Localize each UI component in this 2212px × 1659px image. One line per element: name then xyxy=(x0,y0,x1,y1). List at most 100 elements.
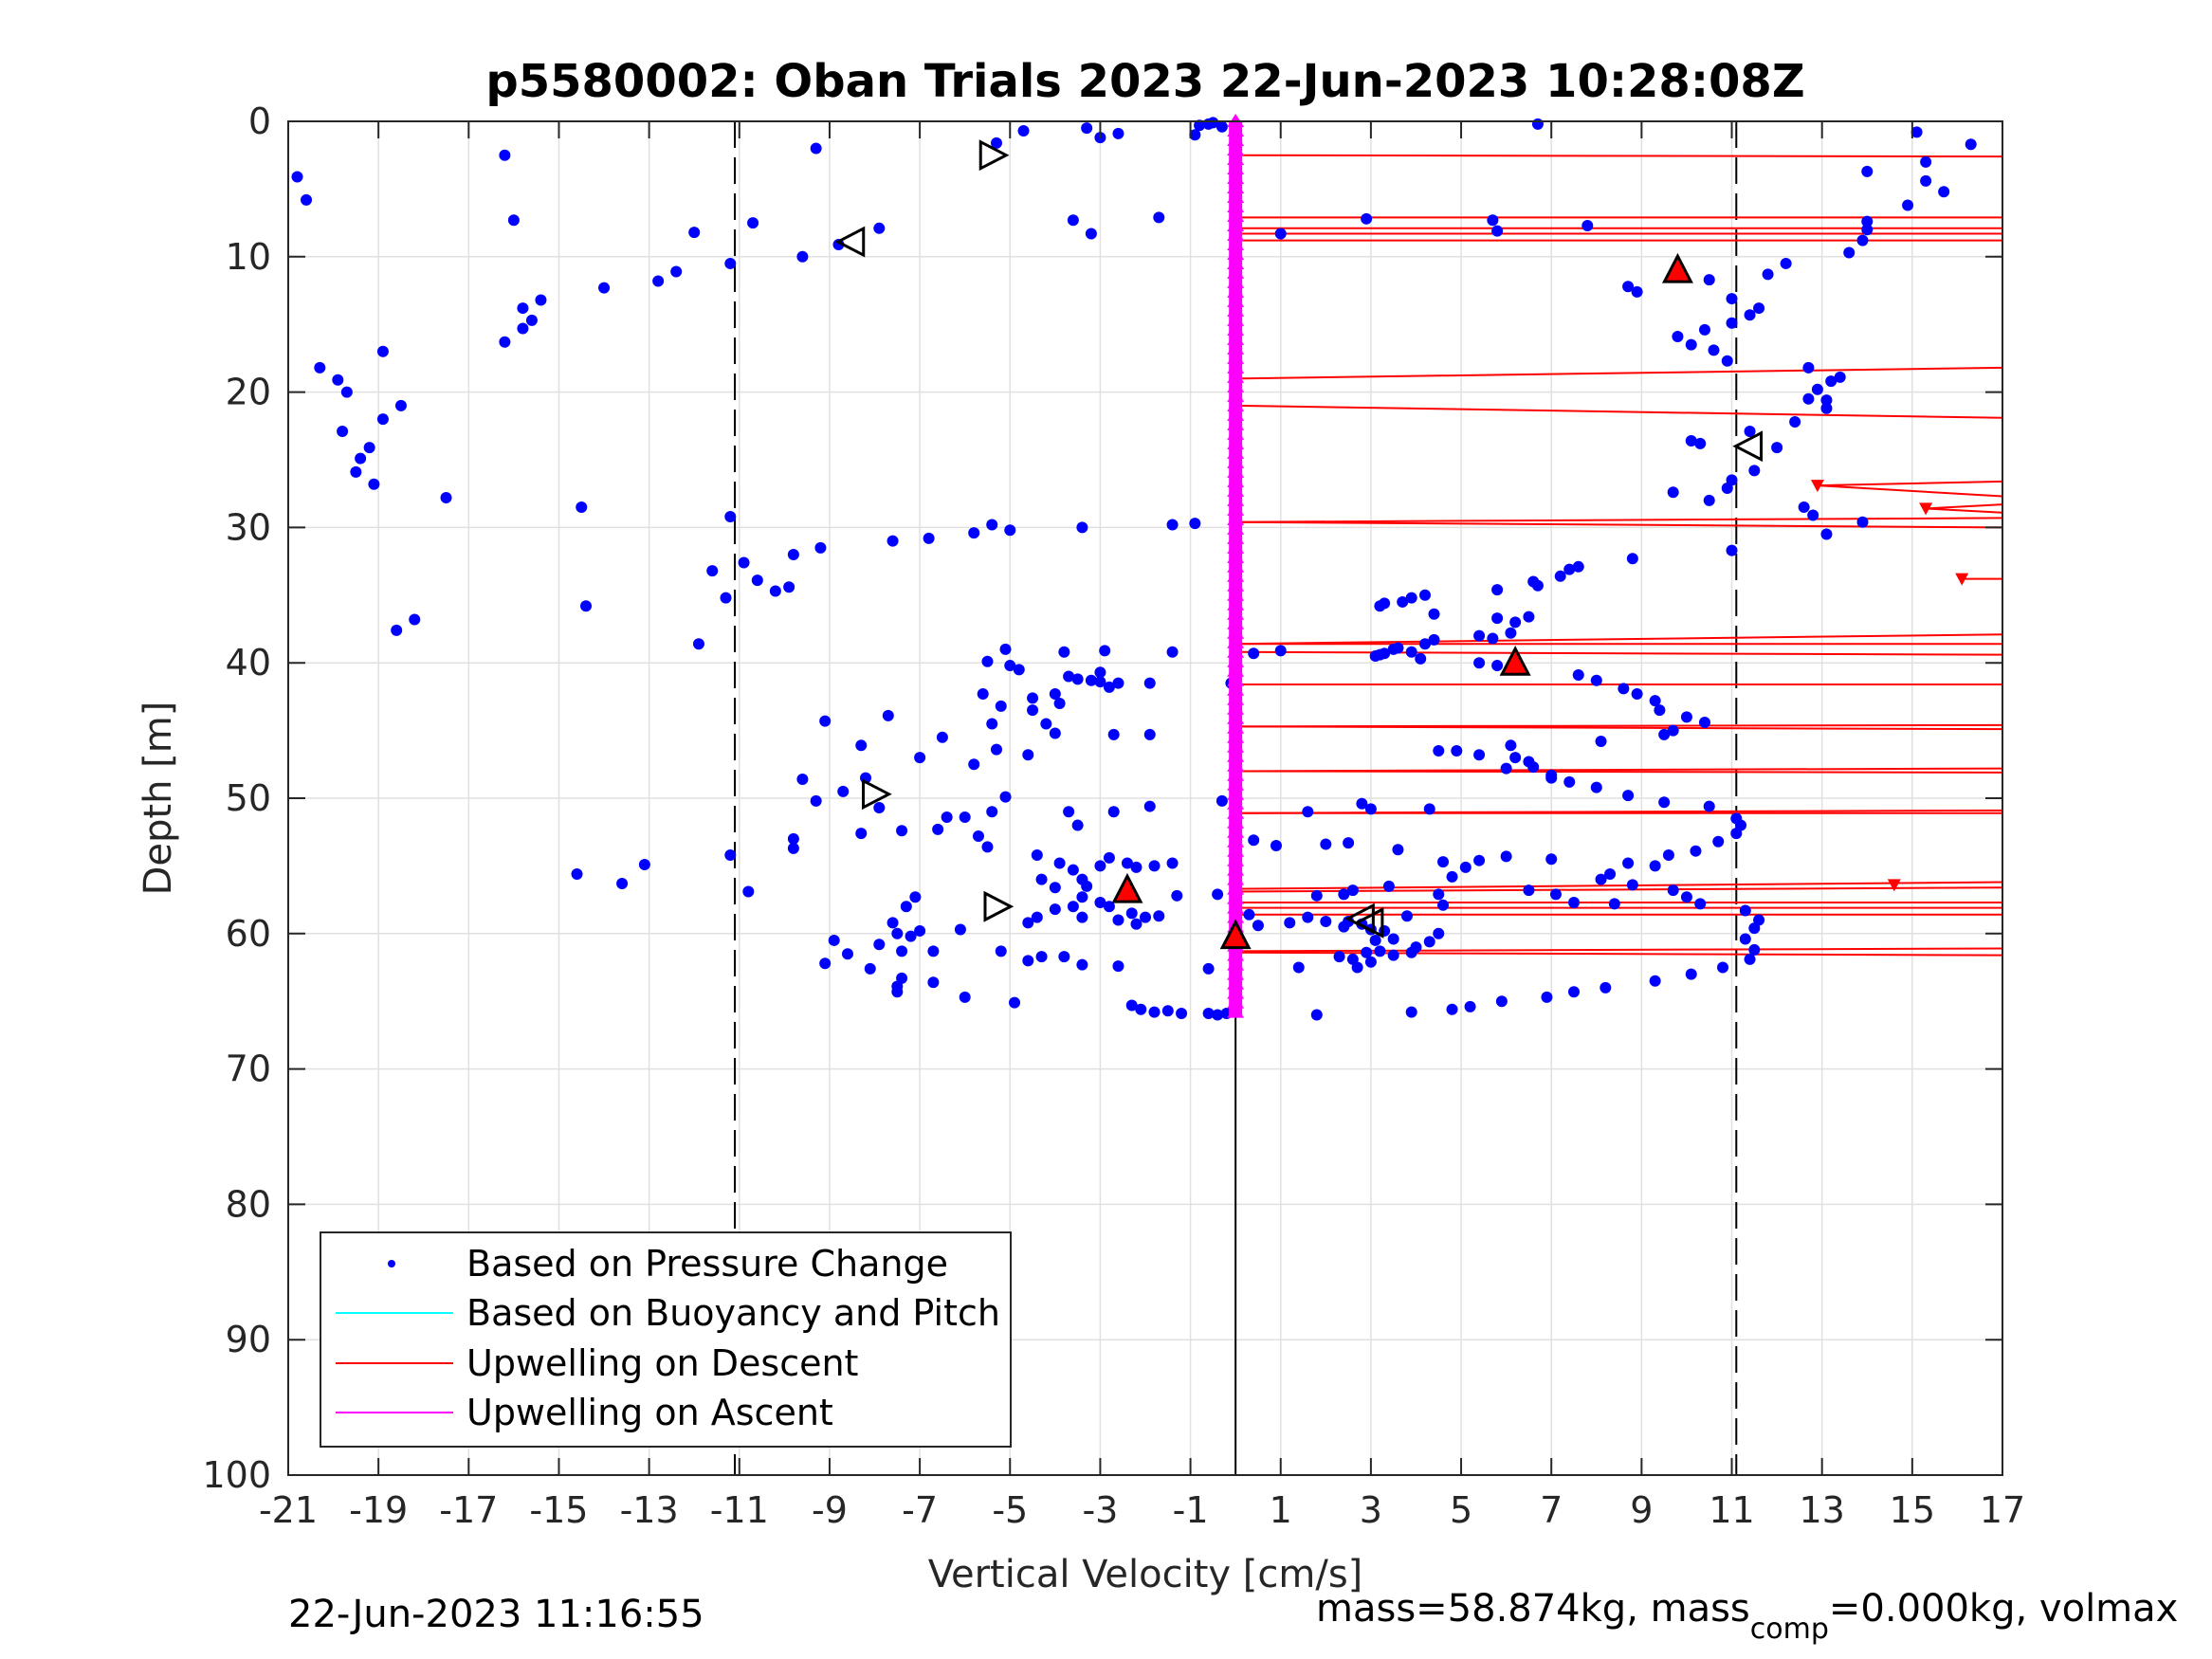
pressure-point xyxy=(1292,961,1305,974)
ascent-marker xyxy=(1227,189,1245,203)
pressure-point xyxy=(828,934,840,946)
ascent-marker xyxy=(1227,957,1245,971)
pressure-point xyxy=(692,638,704,650)
pressure-point xyxy=(1771,442,1783,454)
pressure-point xyxy=(507,214,520,227)
pressure-point xyxy=(1379,647,1391,660)
pressure-point xyxy=(1243,908,1255,921)
chart-title: p5580002: Oban Trials 2023 22-Jun-2023 1… xyxy=(485,55,1804,108)
ascent-marker xyxy=(1227,170,1245,184)
pressure-point xyxy=(1491,225,1504,237)
pressure-point xyxy=(1920,174,1932,187)
pressure-point xyxy=(819,715,832,727)
pressure-point xyxy=(986,519,998,531)
pressure-point xyxy=(909,891,922,903)
descent-line xyxy=(1235,770,2003,774)
ascent-marker xyxy=(1227,909,1245,923)
pressure-point xyxy=(1843,246,1856,259)
ascent-marker xyxy=(1227,568,1245,582)
pressure-point xyxy=(905,930,917,942)
pressure-point xyxy=(1717,961,1729,974)
pressure-point xyxy=(1284,917,1296,929)
right-triangle-marker xyxy=(862,778,892,811)
pressure-point xyxy=(914,752,926,764)
pressure-point xyxy=(882,709,894,721)
pressure-point xyxy=(340,386,353,398)
pressure-point xyxy=(936,731,948,743)
pressure-point xyxy=(1590,781,1602,793)
x-tick-label: 15 xyxy=(1890,1489,1935,1531)
ascent-marker xyxy=(1227,426,1245,440)
ascent-marker xyxy=(1227,748,1245,762)
descent-line xyxy=(1235,633,2003,646)
pressure-point xyxy=(1726,293,1738,305)
pressure-point xyxy=(1604,867,1617,880)
pressure-point xyxy=(1739,904,1751,917)
pressure-point xyxy=(968,527,980,539)
ascent-marker xyxy=(1227,985,1245,999)
pressure-point xyxy=(1437,856,1450,868)
pressure-point xyxy=(1076,891,1088,903)
pressure-point xyxy=(1125,999,1138,1012)
descent-line xyxy=(1817,480,2003,487)
up-triangle-marker xyxy=(1111,872,1143,903)
pressure-point xyxy=(1143,677,1156,689)
ascent-marker xyxy=(1227,151,1245,165)
pressure-point xyxy=(1505,739,1517,752)
ascent-marker xyxy=(1227,227,1245,241)
pressure-point xyxy=(1009,996,1021,1009)
ascent-marker xyxy=(1227,975,1245,990)
pressure-point xyxy=(337,426,349,438)
ascent-marker xyxy=(1227,236,1245,250)
pressure-point xyxy=(724,510,737,522)
pressure-point xyxy=(1744,309,1756,321)
pressure-point xyxy=(873,939,886,951)
pressure-point xyxy=(517,322,529,335)
pressure-point xyxy=(1248,834,1260,847)
pressure-point xyxy=(1473,854,1486,866)
pressure-point xyxy=(1216,120,1228,133)
pressure-point xyxy=(652,275,665,287)
pressure-point xyxy=(1189,518,1201,530)
pressure-point xyxy=(990,137,1002,149)
pressure-point xyxy=(927,976,940,989)
pressure-point xyxy=(1748,922,1761,935)
pressure-point xyxy=(1495,995,1508,1008)
pressure-point xyxy=(363,442,375,454)
pressure-point xyxy=(1433,927,1445,939)
descent-line xyxy=(1235,520,2003,529)
pressure-point xyxy=(1446,1003,1458,1015)
pressure-point xyxy=(1428,608,1440,620)
ascent-marker xyxy=(1227,283,1245,298)
ascent-marker xyxy=(1227,132,1245,146)
pressure-point xyxy=(1744,426,1756,438)
pressure-point xyxy=(1712,835,1725,848)
pressure-point xyxy=(1071,673,1084,685)
pressure-point xyxy=(1338,888,1350,901)
pressure-point xyxy=(1027,692,1039,704)
ascent-marker xyxy=(1227,966,1245,980)
legend-label-pressure: Based on Pressure Change xyxy=(466,1243,948,1285)
ascent-marker xyxy=(1227,1004,1245,1018)
pressure-point xyxy=(1085,674,1097,686)
left-triangle-marker xyxy=(1353,906,1384,939)
pressure-point xyxy=(1662,848,1674,861)
pressure-point xyxy=(891,927,904,939)
pressure-point xyxy=(1545,772,1558,784)
ascent-marker xyxy=(1227,795,1245,810)
pressure-point xyxy=(1563,775,1576,788)
ascent-marker xyxy=(1227,359,1245,374)
pressure-point xyxy=(1428,633,1440,646)
pressure-point xyxy=(1531,579,1544,592)
ascent-marker xyxy=(1227,340,1245,355)
ascent-marker xyxy=(1227,615,1245,629)
pressure-point xyxy=(1418,589,1431,601)
pressure-point xyxy=(1153,910,1165,922)
pressure-point xyxy=(841,948,853,960)
pressure-point xyxy=(1274,228,1287,240)
pressure-point xyxy=(887,535,899,547)
pressure-point xyxy=(1965,138,1977,151)
pressure-point xyxy=(314,361,326,374)
pressure-point xyxy=(1762,268,1774,281)
ascent-marker xyxy=(1227,644,1245,658)
